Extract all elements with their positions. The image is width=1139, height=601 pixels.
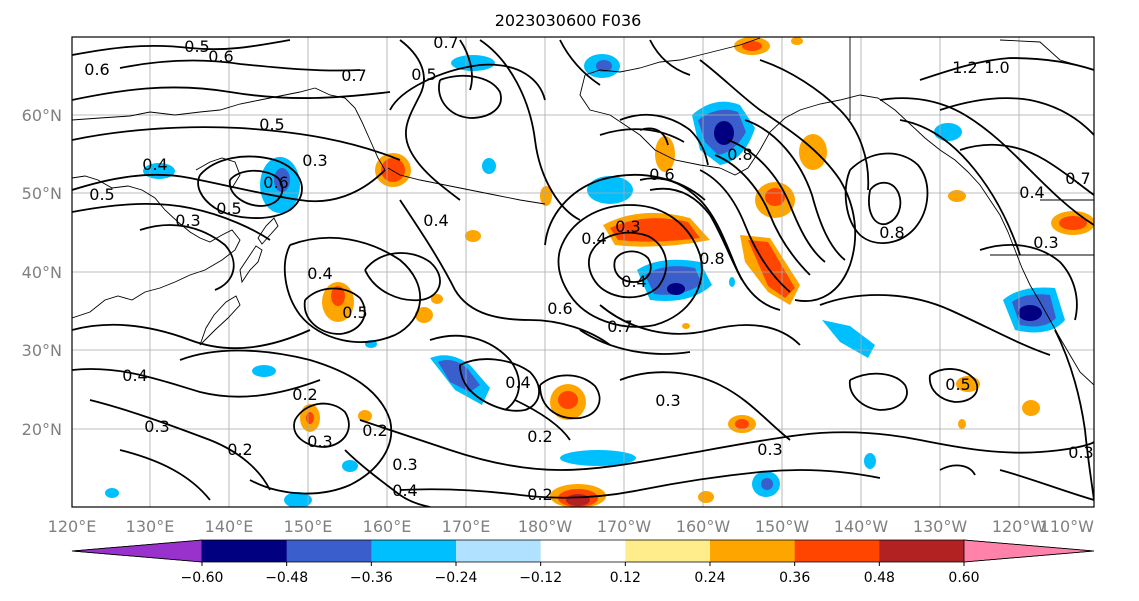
contour-label: 0.6 (547, 299, 572, 318)
contour-label: 0.2 (227, 440, 252, 459)
lon-tick-label: 170°W (597, 517, 652, 536)
colorbar-tick-label: 0.12 (610, 570, 641, 586)
colorbar-cell (625, 540, 711, 562)
contour-label: 0.8 (879, 223, 904, 242)
lon-tick-label: 160°W (676, 517, 731, 536)
colorbar-cell (710, 540, 796, 562)
lat-tick-label: 30°N (22, 341, 62, 360)
colorbar-cell (202, 540, 288, 562)
contour-label: 0.7 (433, 33, 458, 52)
lon-tick-label: 180°W (518, 517, 573, 536)
graticule (72, 37, 1094, 507)
contour-label: 0.3 (392, 455, 417, 474)
lat-tick-label: 20°N (22, 420, 62, 439)
shaded-anomalies (105, 37, 1094, 507)
contour-label: 0.7 (607, 317, 632, 336)
contour-label: 0.5 (216, 199, 241, 218)
lat-tick-label: 60°N (22, 106, 62, 125)
contour-label: 0.6 (84, 60, 109, 79)
colorbar-tick-label: 0.60 (948, 570, 979, 586)
colorbar-tick-label: −0.12 (519, 570, 562, 586)
colorbar-cell (794, 540, 880, 562)
contour-label: 0.4 (122, 366, 147, 385)
colorbar-tick-label: −0.60 (181, 570, 224, 586)
contour-label: 0.4 (423, 211, 448, 230)
contour-label: 0.2 (527, 427, 552, 446)
coastlines (72, 37, 1094, 386)
contour-label: 0.2 (362, 421, 387, 440)
contour-label: 0.6 (208, 47, 233, 66)
contour-label: 0.3 (1068, 443, 1093, 462)
lon-tick-label: 170°E (442, 517, 491, 536)
colorbar-cell (286, 540, 372, 562)
contour-label: 0.4 (307, 264, 332, 283)
colorbar-tick-label: 0.48 (864, 570, 895, 586)
colorbar-tick-label: −0.36 (350, 570, 393, 586)
contour-label: 0.3 (655, 391, 680, 410)
contour-label: 0.5 (945, 375, 970, 394)
contour-label: 0.4 (1019, 183, 1044, 202)
contour-label: 0.3 (615, 217, 640, 236)
contour-label: 0.4 (142, 155, 167, 174)
contour-label: 0.6 (263, 173, 288, 192)
lon-tick-label: 150°W (755, 517, 810, 536)
colorbar-cell (879, 540, 965, 562)
contour-label: 0.4 (581, 229, 606, 248)
contour-label: 0.3 (144, 417, 169, 436)
contour-label: 0.3 (175, 211, 200, 230)
contour-label: 0.5 (89, 185, 114, 204)
contour-labels: 0.5 0.6 0.7 0.7 0.5 0.6 0.5 0.3 0.4 0.6 … (84, 33, 1093, 504)
contour-label: 0.5 (411, 65, 436, 84)
contour-label: 0.3 (757, 440, 782, 459)
colorbar-tick-label: −0.48 (265, 570, 308, 586)
contour-label: 0.5 (184, 37, 209, 56)
colorbar-cell (456, 540, 542, 562)
colorbar-cell (540, 540, 626, 562)
lon-tick-label: 110°W (1040, 517, 1095, 536)
contour-label: 0.7 (1065, 169, 1090, 188)
contour-label: 0.3 (307, 432, 332, 451)
contour-lines (72, 39, 1094, 507)
lon-tick-label: 140°W (834, 517, 889, 536)
contour-label: 0.6 (649, 165, 674, 184)
contour-label: 0.4 (392, 481, 417, 500)
map-panel: 0.5 0.6 0.7 0.7 0.5 0.6 0.5 0.3 0.4 0.6 … (71, 33, 1095, 508)
contour-label: 0.5 (259, 115, 284, 134)
contour-label: 0.2 (292, 385, 317, 404)
colorbar-cell (371, 540, 457, 562)
colorbar-tick-label: 0.24 (694, 570, 725, 586)
contour-label: 0.3 (1033, 233, 1058, 252)
contour-label: 0.8 (727, 145, 752, 164)
lon-tick-label: 120°W (992, 517, 1047, 536)
contour-label: 0.4 (505, 373, 530, 392)
contour-label: 0.5 (342, 303, 367, 322)
lon-tick-label: 150°E (284, 517, 333, 536)
colorbar-extend-high (963, 539, 1095, 563)
contour-label: 0.8 (699, 249, 724, 268)
lon-tick-label: 130°E (126, 517, 175, 536)
contour-label: 0.3 (302, 151, 327, 170)
colorbar-extend-low (71, 539, 203, 563)
lon-tick-label: 140°E (205, 517, 254, 536)
map-frame (71, 36, 1095, 508)
map-title: 2023030600 F036 (495, 11, 642, 30)
colorbar: −0.60 −0.48 −0.36 −0.24 −0.12 0.12 0.24 0.36 0.4… (71, 539, 1095, 586)
colorbar-tick-label: 0.36 (779, 570, 810, 586)
lat-tick-label: 40°N (22, 263, 62, 282)
lon-tick-label: 160°E (363, 517, 412, 536)
axis-tick-labels: 120°E 130°E 140°E 150°E 160°E 170°E 180°… (22, 106, 1095, 536)
contour-label: 0.7 (341, 66, 366, 85)
contour-label: 0.4 (621, 272, 646, 291)
lon-tick-label: 120°E (48, 517, 97, 536)
contour-label: 1.2 (952, 58, 977, 77)
contour-label: 1.0 (984, 58, 1009, 77)
lat-tick-label: 50°N (22, 184, 62, 203)
contour-label: 0.2 (527, 485, 552, 504)
colorbar-tick-label: −0.24 (435, 570, 478, 586)
lon-tick-label: 130°W (913, 517, 968, 536)
